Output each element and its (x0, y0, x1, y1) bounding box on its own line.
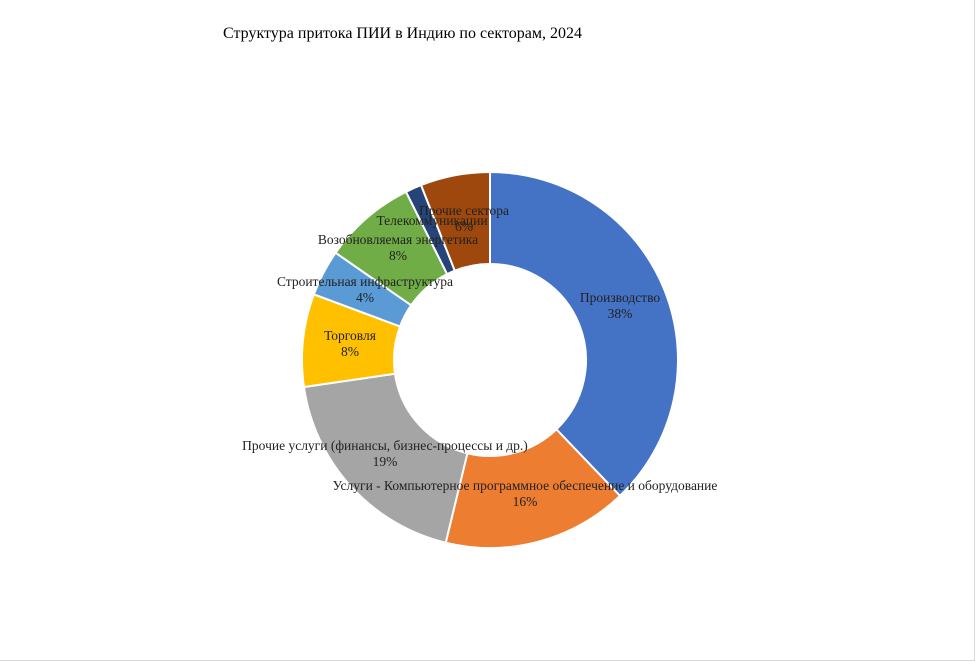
chart-title: Структура притока ПИИ в Индию по сектора… (223, 25, 582, 42)
slice-label-2: Услуги - Компьютерное программное обеспе… (333, 478, 718, 493)
slice-label-7: Телекоммуникации (376, 213, 487, 228)
slice-label-5: Строительная инфраструктура (277, 274, 453, 289)
slice-label-8: Прочие сектора (419, 203, 509, 218)
slice-value-2: 16% (513, 494, 538, 509)
slice-1 (489, 170, 679, 498)
slice-3 (302, 372, 469, 544)
slice-value-1: 38% (608, 306, 633, 321)
slice-value-3: 19% (373, 454, 398, 469)
slice-2 (444, 427, 622, 549)
slice-value-8: 6% (455, 219, 473, 234)
slice-label-4: Торговля (324, 328, 376, 343)
slice-value-5: 4% (356, 290, 374, 305)
slice-label-1: Производство (580, 290, 660, 305)
slice-label-3: Прочие услуги (финансы, бизнес-процессы … (242, 438, 528, 453)
slice-label-6: Возобновляемая энергетика (318, 232, 478, 247)
slice-value-4: 8% (341, 344, 359, 359)
slice-value-6: 8% (389, 248, 407, 263)
slice-8 (419, 170, 491, 272)
